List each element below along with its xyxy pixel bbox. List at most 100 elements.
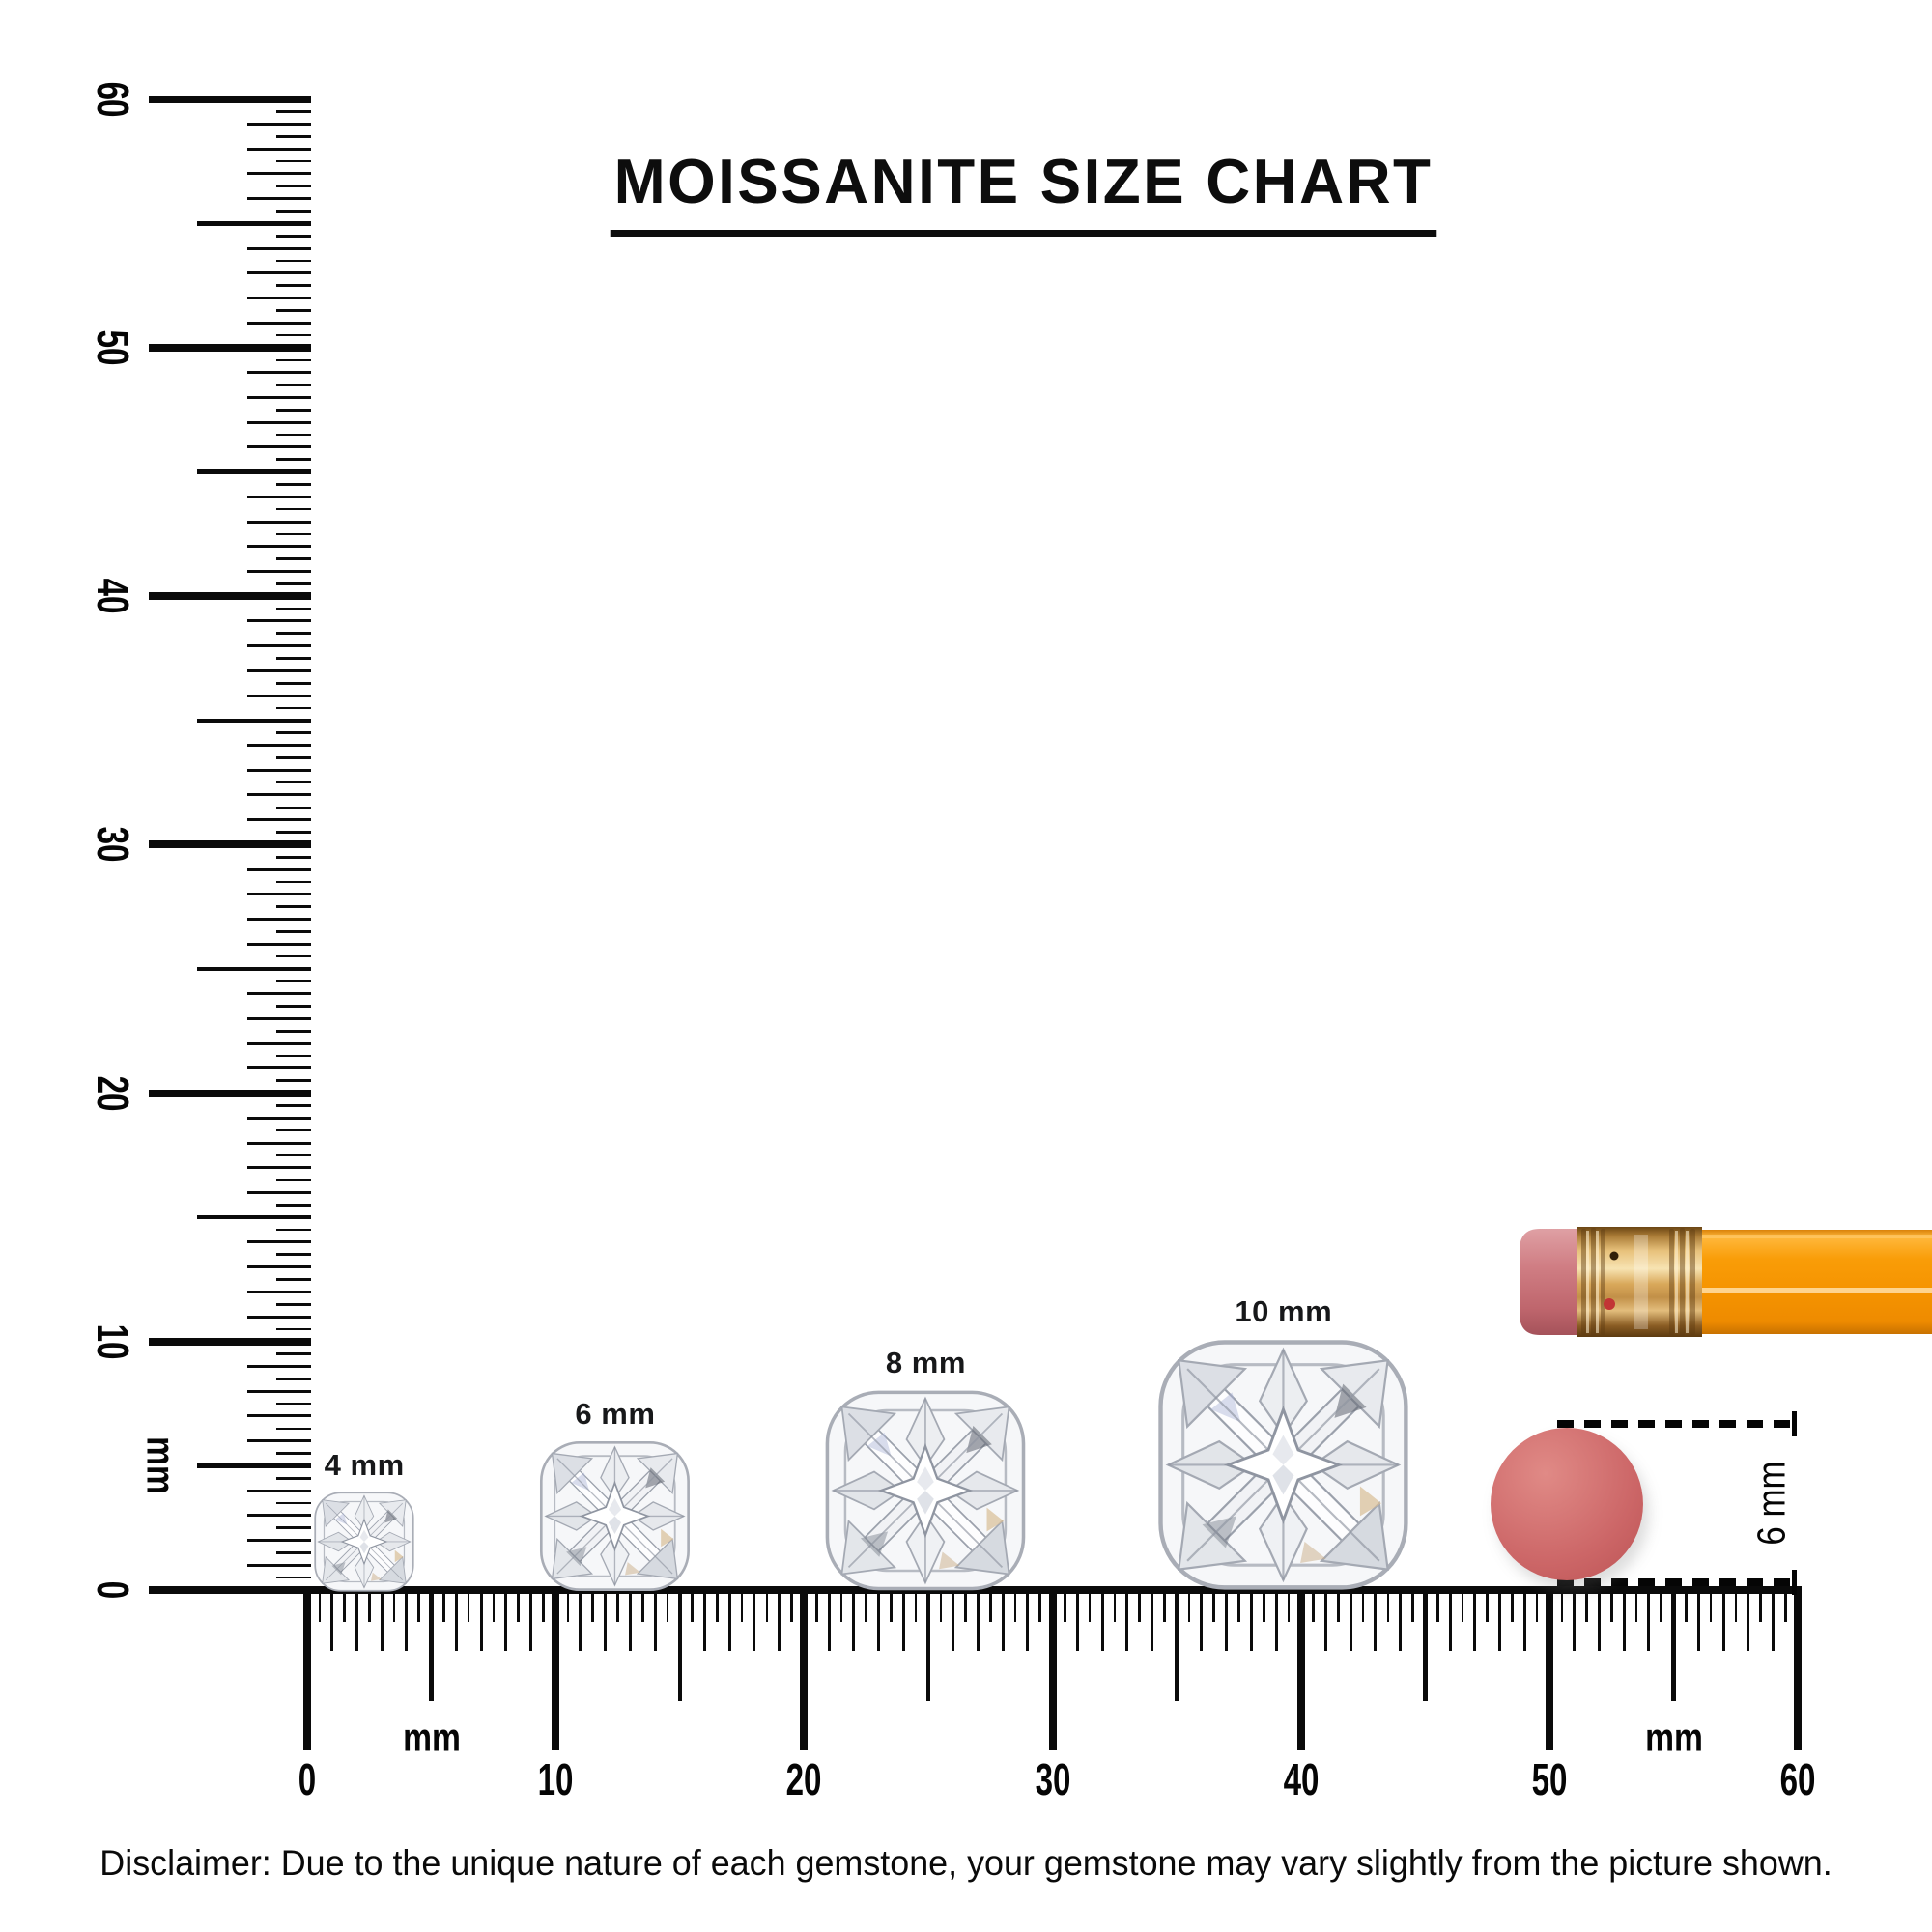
ruler-tick [247, 992, 311, 996]
ruler-tick [247, 668, 311, 672]
gem-8mm [823, 1388, 1028, 1593]
ruler-tick [149, 1089, 311, 1097]
ruler-tick [703, 1590, 707, 1651]
ruler-tick [1187, 1590, 1191, 1622]
ruler-tick [1734, 1590, 1738, 1622]
ruler-tick [392, 1590, 396, 1622]
ruler-tick [790, 1590, 793, 1622]
disclaimer-text: Disclaimer: Due to the unique nature of … [99, 1843, 1833, 1883]
ruler-tick [1075, 1590, 1079, 1651]
ruler-tick [303, 1590, 311, 1750]
ruler-tick [1647, 1590, 1651, 1651]
ruler-tick [666, 1590, 669, 1622]
ruler-tick [1048, 1590, 1057, 1750]
ruler-tick [1610, 1590, 1613, 1622]
ruler-tick [1573, 1590, 1577, 1651]
ruler-tick [276, 1079, 311, 1083]
ruler-tick [197, 1463, 311, 1468]
measure-dash-top [1557, 1420, 1798, 1428]
ruler-tick [276, 259, 311, 263]
ruler-tick [247, 520, 311, 524]
ruler-tick [1435, 1590, 1439, 1622]
ruler-tick [765, 1590, 769, 1622]
ruler-tick [276, 1128, 311, 1132]
ruler-tick [247, 1489, 311, 1492]
ruler-tick [276, 681, 311, 685]
ruler-tick [753, 1590, 756, 1651]
ruler-tick [247, 1315, 311, 1319]
ruler-number: 20 [88, 1075, 138, 1112]
ruler-tick [1709, 1590, 1713, 1622]
ruler-tick [628, 1590, 632, 1651]
ruler-number: 30 [1035, 1754, 1071, 1804]
ruler-tick [355, 1590, 358, 1651]
ruler-tick [247, 371, 311, 375]
gem-6mm [538, 1439, 692, 1593]
ruler-tick [1150, 1590, 1153, 1651]
ruler-tick [1747, 1590, 1750, 1651]
pencil-illustration [1520, 1227, 1932, 1337]
ruler-tick [247, 147, 311, 151]
ruler-tick [276, 1030, 311, 1033]
ruler-tick [276, 557, 311, 560]
ruler-tick [800, 1590, 809, 1750]
ruler-tick [276, 1402, 311, 1406]
ruler-tick [1287, 1590, 1291, 1622]
ruler-tick [276, 980, 311, 983]
ruler-tick [1522, 1590, 1526, 1651]
ruler-tick [1200, 1590, 1204, 1651]
ruler-tick [276, 210, 311, 213]
ruler-tick [989, 1590, 992, 1622]
ruler-unit-label: mm [1644, 1715, 1703, 1760]
ruler-tick [1696, 1590, 1700, 1651]
ruler-tick [716, 1590, 719, 1622]
ruler-tick [368, 1590, 371, 1622]
ruler-tick [276, 185, 311, 188]
ruler-tick [1546, 1590, 1553, 1750]
ruler-tick [247, 1041, 311, 1045]
page-title-wrap: MOISSANITE SIZE CHART [522, 145, 1526, 237]
ruler-tick [1685, 1590, 1688, 1622]
ruler-number: 40 [88, 578, 138, 614]
ruler-tick [429, 1590, 434, 1701]
ruler-tick [247, 420, 311, 424]
ruler-tick [247, 1539, 311, 1543]
ruler-tick [1498, 1590, 1502, 1651]
gem-size-label: 6 mm [575, 1397, 656, 1432]
pencil-eraser-tip [1520, 1229, 1578, 1335]
ruler-number: 20 [785, 1754, 822, 1804]
ruler-tick [727, 1590, 731, 1651]
ruler-tick [528, 1590, 532, 1651]
ruler-tick [247, 445, 311, 449]
ruler-tick [247, 271, 311, 275]
ruler-tick [542, 1590, 545, 1622]
ruler-tick [640, 1590, 644, 1622]
ruler-tick [1771, 1590, 1775, 1651]
pencil-ferrule [1577, 1227, 1702, 1337]
ruler-tick [839, 1590, 843, 1622]
ruler-tick [276, 632, 311, 636]
ruler-tick [318, 1590, 322, 1622]
ruler-tick [197, 718, 311, 724]
ruler-tick [276, 1204, 311, 1207]
ruler-tick [247, 545, 311, 549]
ruler-tick [1262, 1590, 1265, 1622]
ruler-tick [276, 483, 311, 486]
ruler-tick [276, 433, 311, 437]
ruler-tick [247, 644, 311, 648]
ruler-tick [276, 1551, 311, 1554]
ruler-tick [677, 1590, 683, 1701]
ruler-tick [1001, 1590, 1005, 1651]
ruler-number: 50 [88, 329, 138, 366]
ruler-number: 40 [1283, 1754, 1320, 1804]
ruler-tick [276, 1526, 311, 1529]
ruler-tick [276, 607, 311, 611]
ruler-tick [276, 1378, 311, 1380]
measure-cap-bottom [1792, 1570, 1797, 1595]
ruler-tick [276, 309, 311, 312]
ruler-tick [276, 954, 311, 958]
ruler-tick [276, 507, 311, 511]
ruler-tick [579, 1590, 582, 1651]
ruler-tick [952, 1590, 955, 1651]
